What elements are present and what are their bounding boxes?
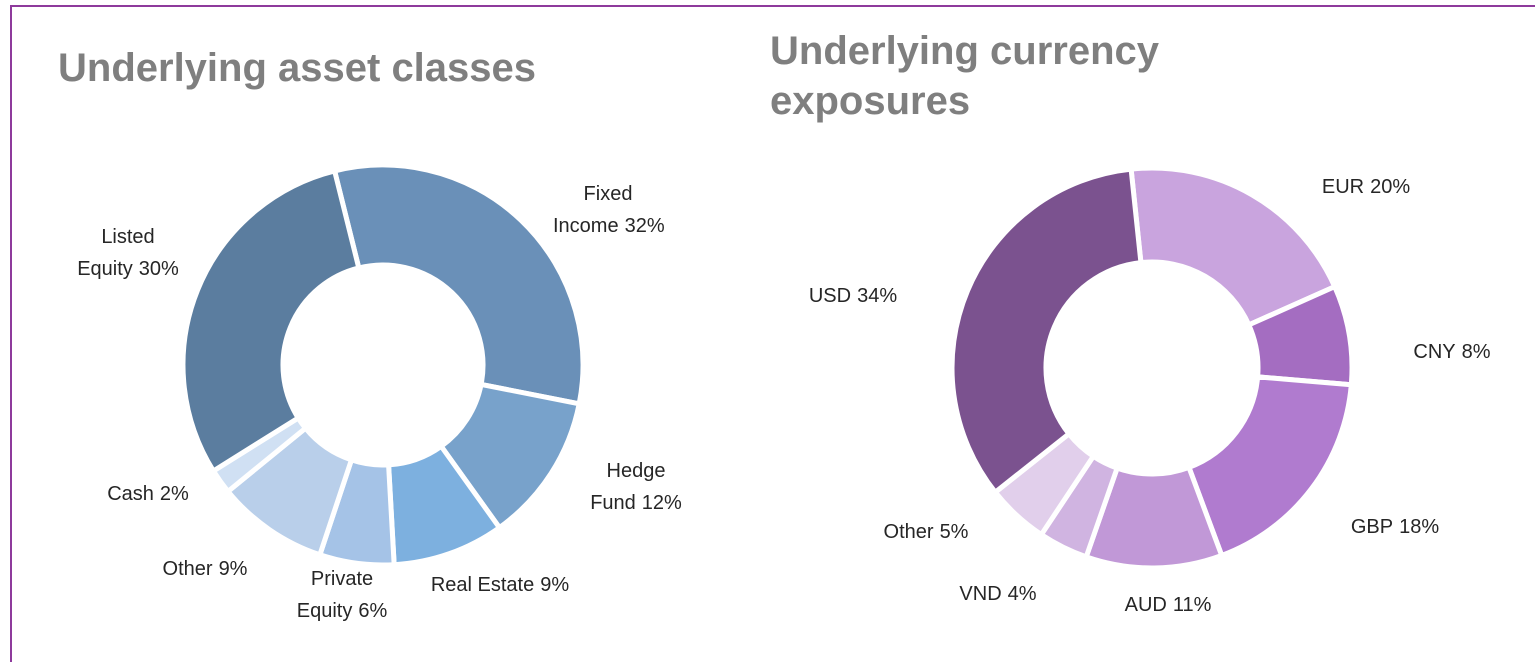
slice-label: GBP 18% — [1320, 511, 1470, 543]
category-name: EUR — [1321, 176, 1365, 198]
value-label: 2% — [159, 483, 189, 505]
category-name: AUD — [1124, 594, 1167, 616]
slice-label: EUR 20% — [1291, 171, 1441, 203]
slice-label: Private Equity 6% — [282, 563, 402, 627]
category-name: Other — [883, 521, 934, 543]
slice-label: CNY 8% — [1377, 336, 1527, 368]
value-label: 6% — [358, 600, 388, 622]
value-label: 9% — [218, 558, 248, 580]
value-label: 8% — [1461, 341, 1491, 363]
category-name: Other — [162, 558, 213, 580]
slice-label: Other 5% — [851, 516, 1001, 548]
slice-label: Cash 2% — [73, 478, 223, 510]
value-label: 30% — [138, 258, 179, 280]
chart-title: Underlying currency exposures — [770, 29, 1160, 123]
slice-label: Real Estate 9% — [425, 569, 575, 601]
slice-label: Other 9% — [130, 553, 280, 585]
value-label: 32% — [624, 215, 665, 237]
slice-label: Listed Equity 30% — [58, 221, 198, 285]
category-name: CNY — [1413, 341, 1456, 363]
category-name: Private Equity — [296, 568, 374, 622]
category-name: Hedge Fund — [590, 460, 666, 514]
chart-title: Underlying asset classes — [58, 46, 537, 90]
value-label: 11% — [1172, 594, 1212, 616]
value-label: 18% — [1399, 516, 1440, 538]
frame — [10, 5, 1535, 662]
slice-label: Hedge Fund 12% — [561, 455, 711, 519]
category-name: Fixed Income — [553, 183, 633, 237]
category-name: Listed Equity — [77, 226, 155, 280]
category-name: GBP — [1350, 516, 1394, 538]
value-label: 20% — [1370, 176, 1411, 198]
value-label: 9% — [540, 574, 570, 596]
category-name: Real Estate — [430, 574, 535, 596]
slice-label: USD 34% — [778, 280, 928, 312]
donut-slice — [331, 162, 586, 407]
category-name: VND — [959, 583, 1002, 605]
category-name: USD — [808, 285, 852, 307]
slice-label: VND 4% — [923, 578, 1073, 610]
slice-label: AUD 11% — [1093, 589, 1243, 621]
slice-label: Fixed Income 32% — [553, 178, 665, 242]
category-name: Cash — [107, 483, 154, 505]
donut-slice — [1185, 374, 1355, 559]
donut-slice — [949, 166, 1144, 496]
value-label: 12% — [641, 492, 682, 514]
value-label: 5% — [939, 521, 969, 543]
donut-slice — [180, 167, 362, 475]
value-label: 4% — [1007, 583, 1037, 605]
donut-slice — [1128, 165, 1339, 329]
value-label: 34% — [857, 285, 898, 307]
